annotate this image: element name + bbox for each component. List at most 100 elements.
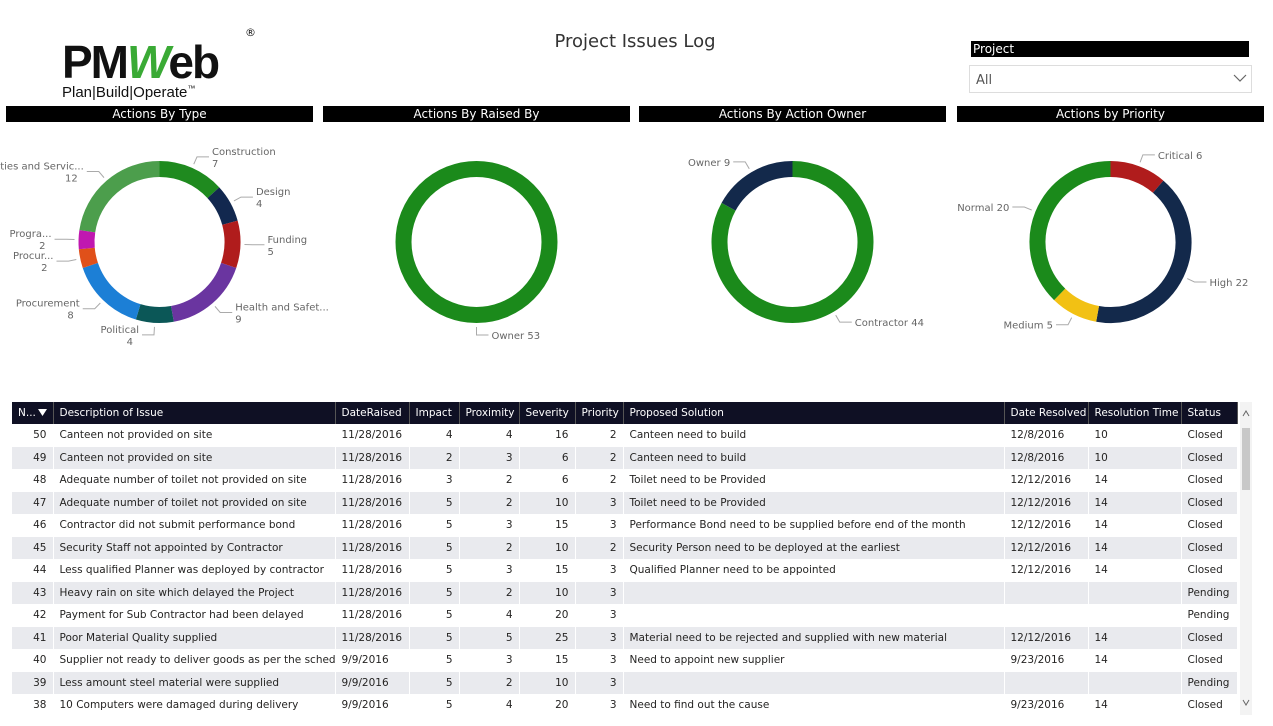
table-cell: Supplier not ready to deliver goods as p… bbox=[53, 649, 336, 672]
table-cell: 12/12/2016 bbox=[1004, 626, 1089, 649]
table-cell: 11/28/2016 bbox=[335, 446, 410, 469]
table-row: 46 Contractor did not submit performance … bbox=[12, 514, 1238, 537]
table-cell: Less qualified Planner was deployed by c… bbox=[53, 559, 336, 582]
table-cell: 11/28/2016 bbox=[335, 581, 410, 604]
table-cell: 2 bbox=[575, 446, 624, 469]
label-value: 7 bbox=[212, 159, 218, 170]
header-text[interactable]: Date Resolved bbox=[1010, 407, 1087, 419]
header-row: N... Description of Issue DateRaised Impact… bbox=[12, 402, 1238, 424]
table-cell: Heavy rain on site which delayed the Pro… bbox=[53, 581, 336, 604]
header-text[interactable]: DateRaised bbox=[341, 407, 402, 419]
table-cell: 10 bbox=[519, 671, 576, 694]
filter-value[interactable]: All bbox=[976, 73, 992, 88]
table-cell: Performance Bond need to be supplied bef… bbox=[623, 514, 1005, 537]
data-label: Critical 6 bbox=[1158, 151, 1203, 162]
chart-header bbox=[639, 106, 946, 122]
leader-line bbox=[1012, 206, 1032, 211]
label-value: 20 bbox=[997, 203, 1010, 214]
table-cell: 5 bbox=[409, 671, 460, 694]
table-cell: Closed bbox=[1181, 469, 1238, 492]
table-cell bbox=[1088, 671, 1182, 694]
table-cell: 10 bbox=[519, 491, 576, 514]
logo-part: W bbox=[127, 36, 174, 88]
table-cell: Closed bbox=[1181, 536, 1238, 559]
table-cell: 9/9/2016 bbox=[335, 649, 410, 672]
table-cell: 9/9/2016 bbox=[335, 694, 410, 717]
table-cell: 3 bbox=[575, 604, 624, 627]
table-row: 41 Poor Material Quality supplied 11/28/20… bbox=[12, 626, 1238, 649]
sort-arrow[interactable] bbox=[37, 409, 47, 416]
column-header[interactable]: DateRaised bbox=[335, 402, 410, 424]
leader-line bbox=[193, 156, 209, 165]
leader-line bbox=[835, 314, 852, 323]
label-value: 8 bbox=[67, 311, 73, 322]
column-header[interactable]: Date Resolved bbox=[1004, 402, 1089, 424]
table-cell: 50 bbox=[12, 424, 54, 447]
chart-header bbox=[323, 106, 630, 122]
table-row: 45 Security Staff not appointed by Contra… bbox=[12, 536, 1238, 559]
header-text[interactable]: Impact bbox=[415, 407, 452, 419]
table-cell: Closed bbox=[1181, 491, 1238, 514]
table-cell: 5 bbox=[409, 491, 460, 514]
donut-segment bbox=[1029, 161, 1111, 301]
scroll-down[interactable] bbox=[1242, 699, 1250, 706]
table-cell: 12/12/2016 bbox=[1004, 514, 1089, 537]
column-header[interactable]: Impact bbox=[409, 402, 460, 424]
table-row: 43 Heavy rain on site which delayed the P… bbox=[12, 581, 1238, 604]
column-header[interactable]: Status bbox=[1181, 402, 1238, 424]
table-cell: 11/28/2016 bbox=[335, 626, 410, 649]
dropdown-chevron[interactable] bbox=[1233, 74, 1247, 82]
column-header[interactable]: Proximity bbox=[459, 402, 520, 424]
table-cell: 3 bbox=[575, 671, 624, 694]
header-text[interactable]: Priority bbox=[581, 407, 619, 419]
sort-indicator[interactable] bbox=[37, 409, 47, 416]
table-cell: 14 bbox=[1088, 694, 1182, 717]
column-header[interactable]: Description of Issue bbox=[53, 402, 336, 424]
table-cell: 3 bbox=[575, 514, 624, 537]
table-cell: Closed bbox=[1181, 424, 1238, 447]
donut-segment bbox=[220, 220, 241, 268]
table-cell: Pending bbox=[1181, 604, 1238, 627]
tagline: Plan|Build|Operate bbox=[62, 84, 187, 101]
scroll-up[interactable] bbox=[1242, 410, 1250, 417]
leader-line bbox=[86, 171, 105, 178]
header-text[interactable]: Status bbox=[1187, 407, 1221, 419]
table-cell: 46 bbox=[12, 514, 54, 537]
header-text[interactable]: Proposed Solution bbox=[629, 407, 724, 419]
label-category: Medium bbox=[1003, 321, 1043, 332]
table-cell: 2 bbox=[459, 491, 520, 514]
table-cell: 15 bbox=[519, 559, 576, 582]
table-row: 42 Payment for Sub Contractor had been de… bbox=[12, 604, 1238, 627]
data-label: Owner 9 bbox=[688, 158, 730, 169]
column-header[interactable]: N... bbox=[12, 402, 54, 424]
header-text[interactable]: Severity bbox=[525, 407, 569, 419]
table-cell: 11/28/2016 bbox=[335, 604, 410, 627]
header-text[interactable]: Resolution Time bbox=[1094, 407, 1179, 419]
label-value: 5 bbox=[1047, 321, 1053, 332]
column-header[interactable]: Priority bbox=[575, 402, 624, 424]
table-row: 44 Less qualified Planner was deployed by… bbox=[12, 559, 1238, 582]
header-text[interactable]: Proximity bbox=[465, 407, 515, 419]
label-value: 53 bbox=[527, 331, 540, 342]
label-category: Procurement bbox=[16, 299, 80, 310]
table-cell: 14 bbox=[1088, 469, 1182, 492]
filter-dropdown[interactable] bbox=[969, 65, 1252, 93]
column-header[interactable]: Proposed Solution bbox=[623, 402, 1005, 424]
label-category: Construction bbox=[212, 147, 276, 158]
donut-segment bbox=[79, 161, 160, 233]
leader-line bbox=[56, 259, 77, 262]
table-cell: 20 bbox=[519, 604, 576, 627]
column-header[interactable]: Severity bbox=[519, 402, 576, 424]
scrollbar-thumb[interactable] bbox=[1242, 428, 1250, 490]
header-text[interactable]: Description of Issue bbox=[59, 407, 164, 419]
table-cell: 9/9/2016 bbox=[335, 671, 410, 694]
data-label: Owner 53 bbox=[492, 331, 541, 342]
table-cell: 3 bbox=[575, 649, 624, 672]
data-label: Procurement 8 bbox=[16, 299, 80, 322]
table-cell: 5 bbox=[409, 694, 460, 717]
table-cell: 10 bbox=[519, 536, 576, 559]
column-header[interactable]: Resolution Time bbox=[1088, 402, 1182, 424]
table-cell: 3 bbox=[575, 559, 624, 582]
header-text[interactable]: N... bbox=[18, 407, 36, 419]
issues-table: N... Description of Issue DateRaised Impact… bbox=[12, 402, 1238, 717]
